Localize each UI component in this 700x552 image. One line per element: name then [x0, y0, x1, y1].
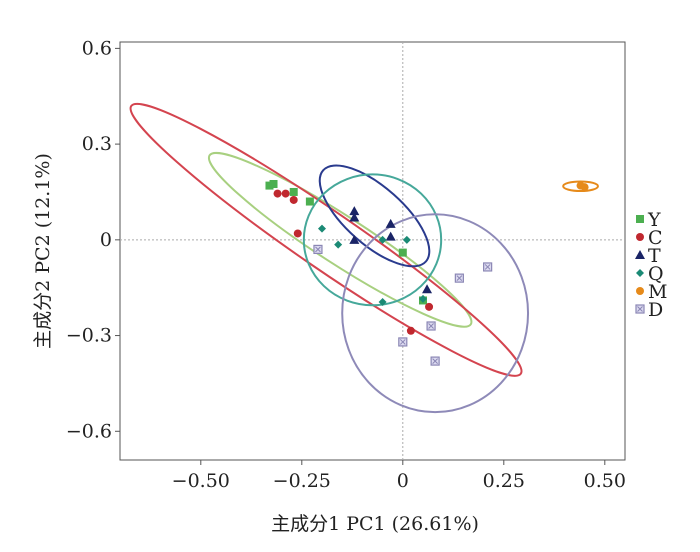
point-q	[402, 235, 411, 244]
point-y	[289, 187, 298, 196]
point-q	[318, 224, 326, 233]
x-tick-label: −0.25	[273, 470, 331, 492]
legend-marker-q	[636, 269, 644, 277]
point-d	[454, 273, 464, 283]
legend-marker-t	[635, 250, 645, 259]
legend-label-t: T	[648, 245, 661, 267]
legend-marker-c	[636, 233, 644, 241]
point-t	[385, 218, 396, 228]
point-t	[349, 206, 360, 216]
ellipse-m	[562, 180, 599, 193]
ellipse-c	[129, 102, 523, 377]
legend-label-c: C	[648, 227, 663, 249]
legend-marker-d-cross	[637, 306, 643, 312]
legend-marker-d	[635, 304, 645, 314]
point-d-cross	[399, 339, 406, 345]
point-d-cross	[432, 358, 438, 364]
y-tick-label: −0.3	[66, 325, 112, 347]
legend-label-d: D	[648, 299, 663, 321]
legend-marker-y	[636, 215, 644, 223]
point-t	[349, 234, 360, 244]
point-t	[385, 231, 396, 241]
ellipse-q	[302, 173, 443, 307]
point-c	[273, 189, 282, 198]
x-tick-label: 0	[397, 470, 409, 492]
confidence-ellipses	[129, 102, 599, 414]
legend-label-y: Y	[647, 209, 661, 231]
point-y	[305, 197, 314, 206]
point-d	[313, 244, 323, 255]
ellipse-d	[341, 213, 530, 414]
point-t	[349, 212, 360, 222]
point-c	[425, 302, 434, 311]
x-tick-label: 0.50	[584, 470, 626, 492]
x-axis-label: 主成分1 PC1 (26.61%)	[271, 513, 479, 535]
legend-marker-m	[636, 287, 644, 295]
point-y	[269, 179, 278, 188]
point-t	[422, 284, 433, 294]
point-c	[289, 195, 298, 204]
point-d	[483, 262, 493, 272]
legend-label-q: Q	[648, 263, 664, 285]
y-tick-label: 0	[100, 229, 112, 251]
legend-label-m: M	[648, 281, 667, 303]
plot-frame	[119, 41, 626, 461]
y-tick-label: −0.6	[66, 420, 112, 442]
y-tick-label: 0.6	[82, 37, 112, 59]
y-axis-label: 主成分2 PC2 (12.1%)	[32, 153, 54, 349]
x-axis-ticks: −0.50 −0.25 0 0.25 0.50	[172, 460, 626, 492]
point-m	[580, 183, 589, 192]
point-d	[426, 321, 436, 331]
y-tick-label: 0.3	[82, 133, 112, 155]
point-c	[406, 326, 415, 335]
x-tick-label: 0.25	[483, 470, 525, 492]
point-c	[281, 189, 290, 198]
point-d-cross	[428, 323, 434, 329]
point-c	[293, 229, 302, 238]
data-points	[265, 179, 589, 366]
point-y	[265, 181, 274, 190]
point-q	[334, 240, 343, 249]
point-q	[378, 235, 387, 244]
point-y	[398, 248, 407, 257]
point-q	[419, 294, 427, 303]
point-d-cross	[484, 264, 491, 270]
point-d	[430, 356, 440, 366]
point-q	[378, 298, 387, 307]
y-axis-ticks: −0.6 −0.3 0 0.3 0.6	[66, 37, 120, 442]
point-d-cross	[456, 275, 463, 281]
point-d-cross	[315, 246, 321, 253]
point-d	[398, 337, 408, 347]
x-tick-label: −0.50	[172, 470, 230, 492]
